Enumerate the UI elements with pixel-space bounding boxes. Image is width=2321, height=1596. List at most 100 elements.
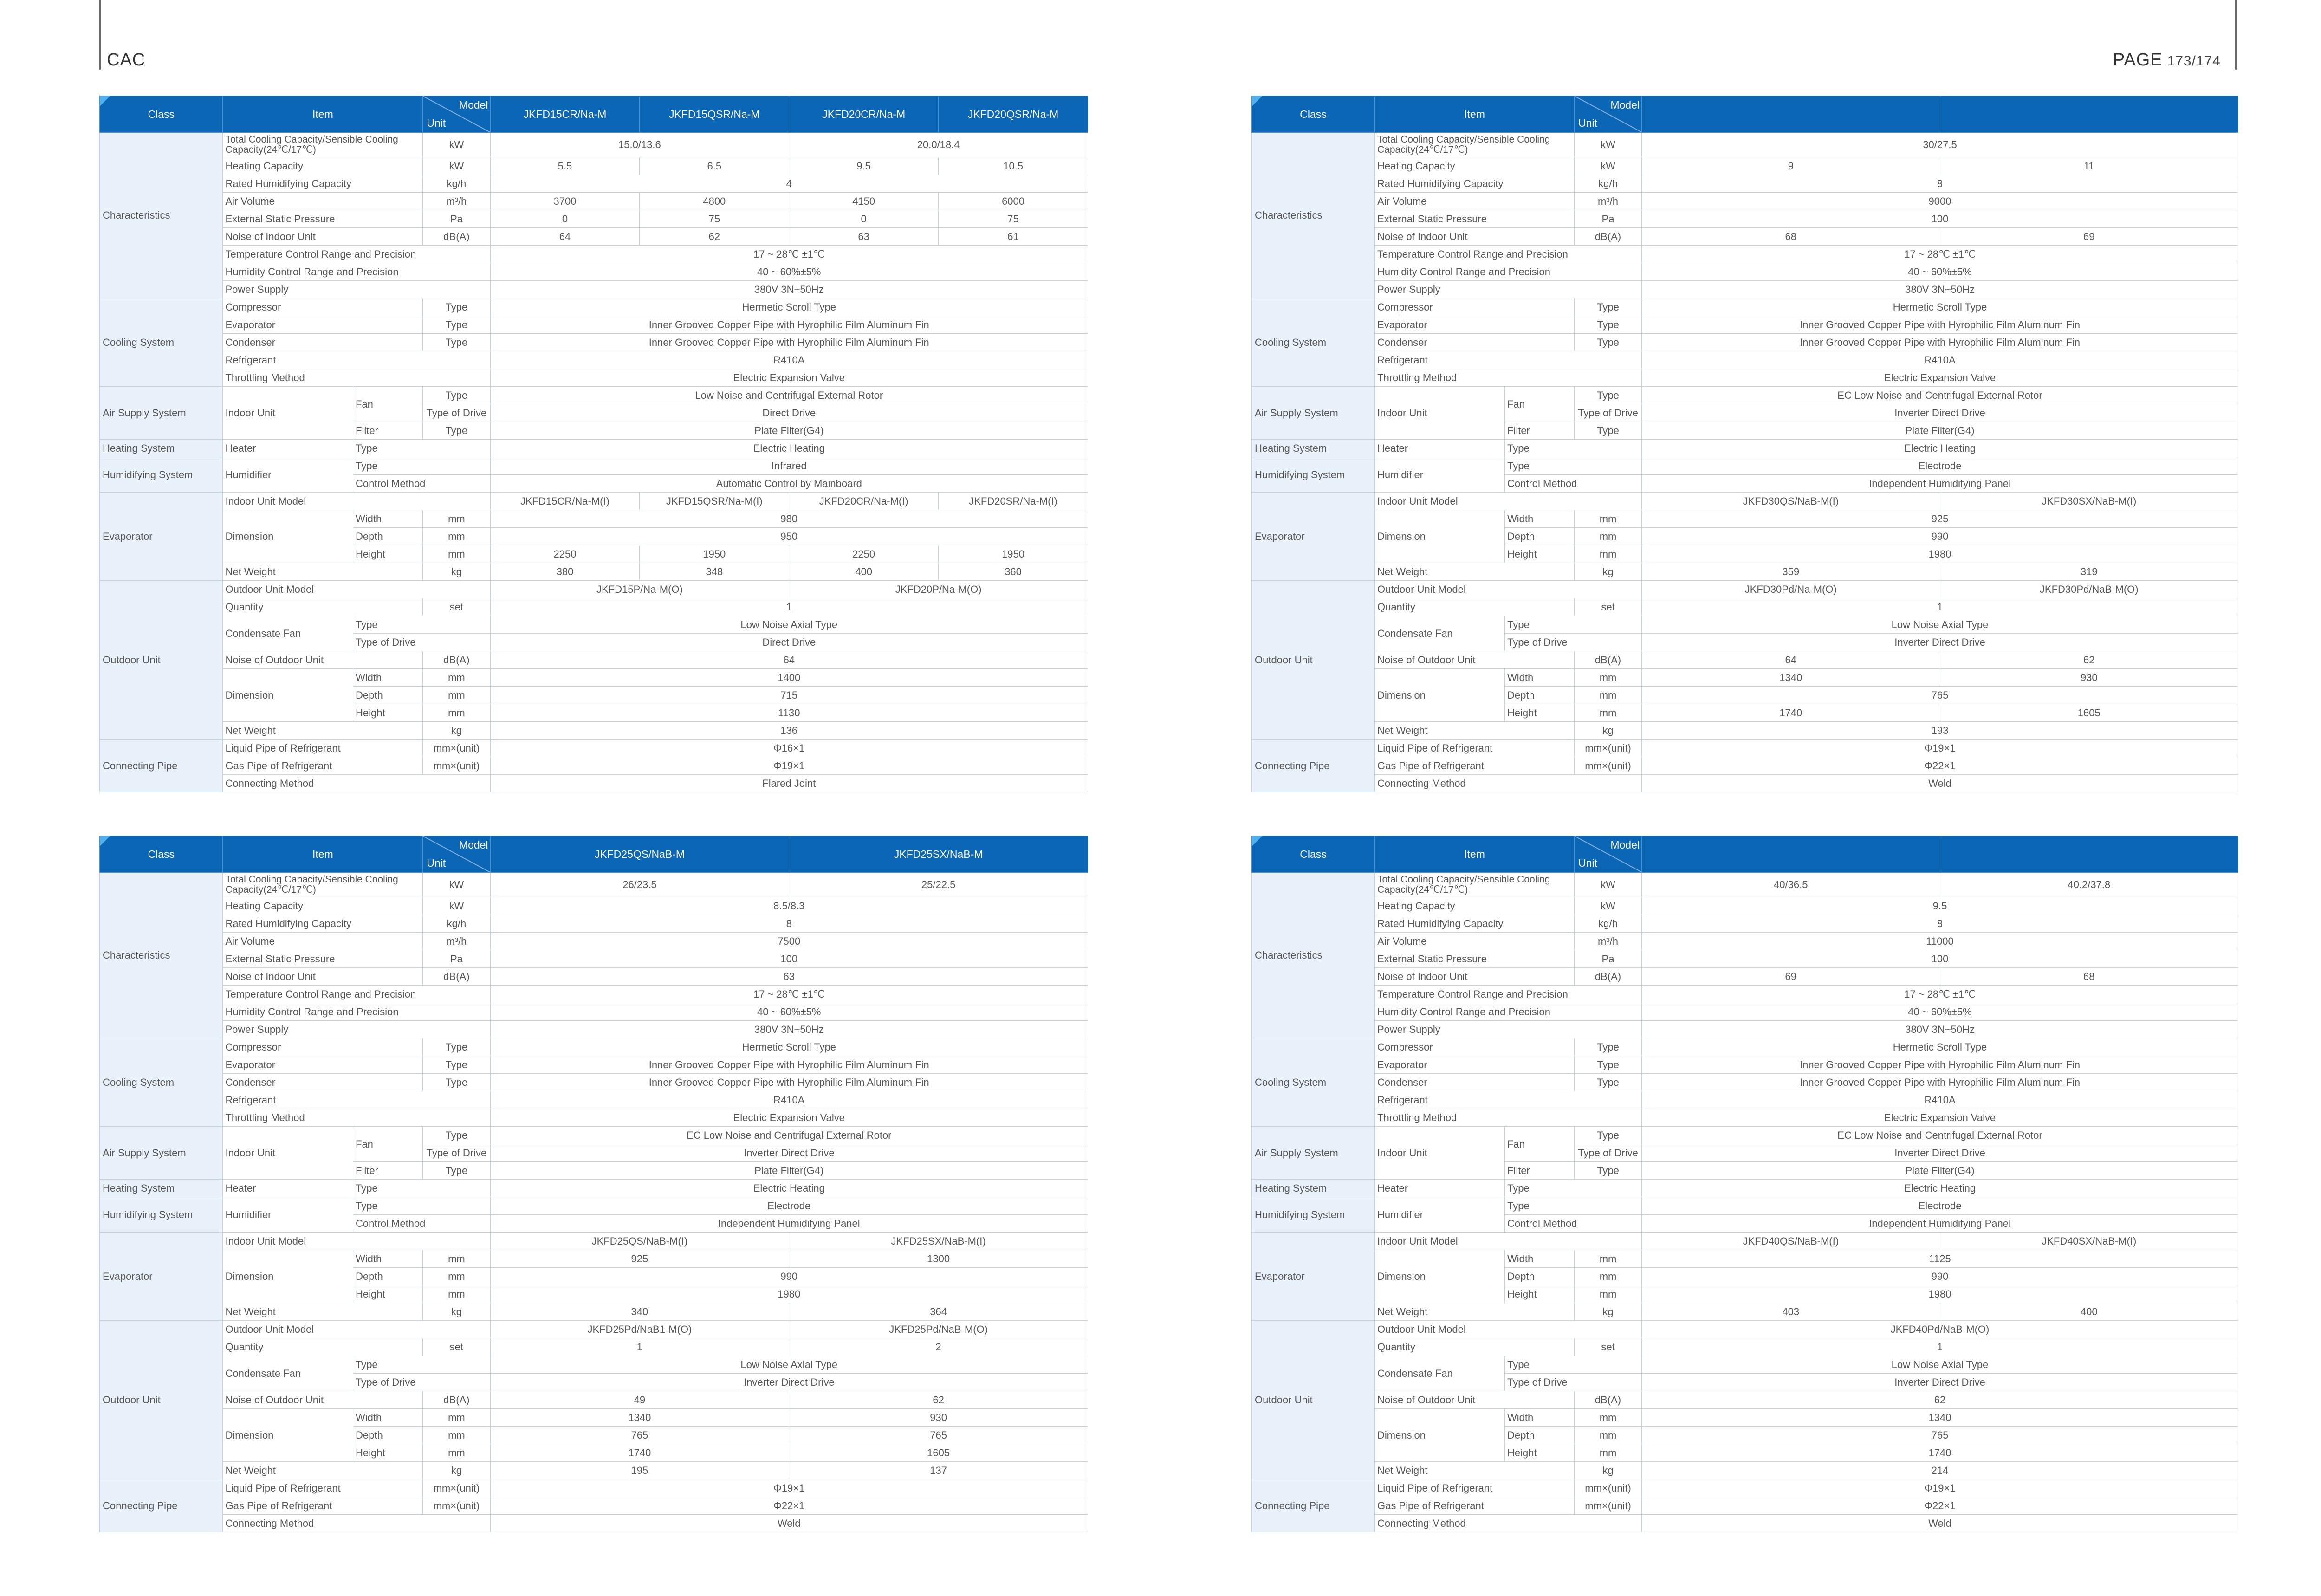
value-cell: Direct Drive (490, 633, 1089, 651)
class-evaporator: Evaporator (99, 1232, 223, 1321)
unit-cell: Pa (1574, 210, 1642, 228)
item-label: Condensate Fan (222, 616, 353, 651)
table-row: Noise of Outdoor Unit dB(A) 64 (100, 651, 1089, 669)
value-cell: 6.5 (639, 157, 790, 175)
value-cell: Hermetic Scroll Type (1641, 1038, 2239, 1056)
value-cell: Weld (1641, 774, 2239, 792)
item-label: Dimension (222, 1408, 353, 1462)
value-cell: 64 (490, 651, 1089, 669)
item-label: Liquid Pipe of Refrigerant (1374, 739, 1575, 757)
table-row: Condenser Type Inner Grooved Copper Pipe w… (100, 333, 1089, 351)
table-row: Refrigerant R410A (1252, 351, 2239, 369)
table-row: Net Weight kg 359 319 (1252, 563, 2239, 581)
item-label: Depth (352, 686, 423, 704)
section-title: CAC (107, 50, 146, 70)
value-cell: 1740 (490, 1444, 790, 1462)
item-label: Type of Drive (353, 1373, 491, 1391)
item-label: External Static Pressure (222, 210, 423, 228)
header-class-label: Class (1300, 108, 1327, 120)
unit-cell: kW (422, 157, 491, 175)
class-humidifying-system: Humidifying System (1251, 457, 1375, 493)
value-cell: 340 (490, 1303, 790, 1321)
value-cell: JKFD25SX/NaB-M(I) (789, 1232, 1088, 1250)
table-row: Evaporator Indoor Unit Model JKFD15CR/Na-M… (99, 492, 1088, 581)
table-row: Rated Humidifying Capacity kg/h 4 (100, 175, 1089, 193)
value-cell: 75 (938, 210, 1088, 228)
table-row: Dimension Width mm 925 (1252, 510, 2239, 563)
item-label: Quantity (1374, 598, 1575, 616)
header-diagonal (423, 836, 490, 872)
table-row: Control Method Independent Humidifying Pa… (1252, 474, 2239, 493)
item-label: Type (1504, 1179, 1642, 1197)
value-cell: 765 (490, 1426, 790, 1444)
item-label: Noise of Outdoor Unit (222, 651, 423, 669)
unit-cell: Type (422, 1056, 491, 1074)
unit-cell: mm (1574, 1444, 1642, 1462)
value-cell: 2250 (490, 545, 640, 563)
value-cell: JKFD20SR/Na-M(I) (938, 492, 1088, 510)
table-row: Net Weight kg 214 (1252, 1461, 2239, 1479)
class-characteristics: Characteristics (99, 132, 223, 298)
item-label: Compressor (222, 298, 423, 316)
table-row: Filter Type Plate Filter(G4) (100, 422, 1089, 440)
value-cell: 2 (789, 1338, 1088, 1356)
unit-cell: set (1574, 598, 1642, 616)
header-item: Item (1374, 836, 1575, 873)
header-row: Class Item Model Unit JKFD25QS/NaB-M JKFD25SX… (99, 836, 1088, 873)
value-cell: Inner Grooved Copper Pipe with Hyrophili… (1641, 1073, 2239, 1091)
value-cell: 990 (490, 1267, 1089, 1285)
unit-cell: mm×(unit) (1574, 1479, 1642, 1497)
model-header: JKFD15CR/Na-M (490, 96, 640, 133)
model-header (1939, 836, 2239, 873)
item-label: Rated Humidifying Capacity (1374, 175, 1575, 193)
unit-cell: Type of Drive (422, 1144, 491, 1162)
value-cell: 8.5/8.3 (490, 897, 1089, 915)
table-row: Condensate Fan Type Low Noise Axial Type (1252, 1356, 2239, 1391)
value-cell: JKFD25Pd/NaB1-M(O) (490, 1320, 790, 1338)
value-cell: 403 (1641, 1303, 1940, 1321)
table-row: Control Method Independent Humidifying Pa… (1252, 1214, 2239, 1233)
value-cell: Direct Drive (490, 404, 1089, 422)
item-label: Air Volume (222, 932, 423, 950)
value-cell: 17 ~ 28℃ ±1℃ (490, 985, 1089, 1003)
value-cell: 100 (1641, 950, 2239, 968)
unit-cell: Type (1574, 386, 1642, 404)
header-class: Class (1251, 836, 1375, 873)
item-label: Gas Pipe of Refrigerant (1374, 757, 1575, 775)
item-label: Throttling Method (222, 1109, 491, 1127)
table-row: Throttling Method Electric Expansion Valv… (100, 369, 1089, 387)
table-row: Evaporator Indoor Unit Model JKFD25QS/NaB-… (99, 1232, 1088, 1321)
value-cell: JKFD15P/Na-M(O) (490, 580, 790, 598)
header-unit: Unit (427, 857, 446, 869)
table-row: Connecting Method Weld (100, 1514, 1089, 1532)
unit-cell: Type of Drive (1574, 404, 1642, 422)
value-cell: 1340 (490, 1408, 790, 1427)
item-label: Height (352, 704, 423, 722)
unit-cell: mm (1574, 1250, 1642, 1268)
unit-cell: Type (1574, 316, 1642, 334)
table-row: Connecting Pipe Liquid Pipe of Refrigeran… (1251, 739, 2239, 792)
item-label: Dimension (222, 1250, 353, 1303)
item-label: Indoor Unit (1374, 1126, 1505, 1180)
value-cell: Φ16×1 (490, 739, 1089, 757)
table-row: Height mm 1980 (1252, 1285, 2239, 1303)
table-row: Noise of Indoor Unit dB(A) 69 68 (1252, 967, 2239, 986)
item-label: Width (1504, 1408, 1575, 1427)
item-label: Condensate Fan (1374, 1356, 1505, 1391)
item-label: Indoor Unit (222, 1126, 353, 1180)
table-row: Heating System Heater Type Electric Heating (99, 1179, 1089, 1197)
header-model: Model (1610, 839, 1640, 851)
header-unit: Unit (427, 117, 446, 129)
class-heating-system: Heating System (99, 1179, 223, 1197)
item-label: Height (352, 545, 423, 563)
unit-cell: kg/h (1574, 175, 1642, 193)
table-row: Humidity Control Range and Precision 40 ~… (100, 1003, 1089, 1021)
value-cell: Φ22×1 (1641, 757, 2239, 775)
class-evaporator: Evaporator (99, 492, 223, 581)
item-label: Total Cooling Capacity/Sensible Cooling … (1374, 872, 1575, 897)
value-cell: 68 (1641, 227, 1940, 246)
header-class: Class (99, 836, 223, 873)
value-cell: Hermetic Scroll Type (490, 298, 1089, 316)
item-label: Evaporator (1374, 1056, 1575, 1074)
unit-cell: m³/h (422, 932, 491, 950)
